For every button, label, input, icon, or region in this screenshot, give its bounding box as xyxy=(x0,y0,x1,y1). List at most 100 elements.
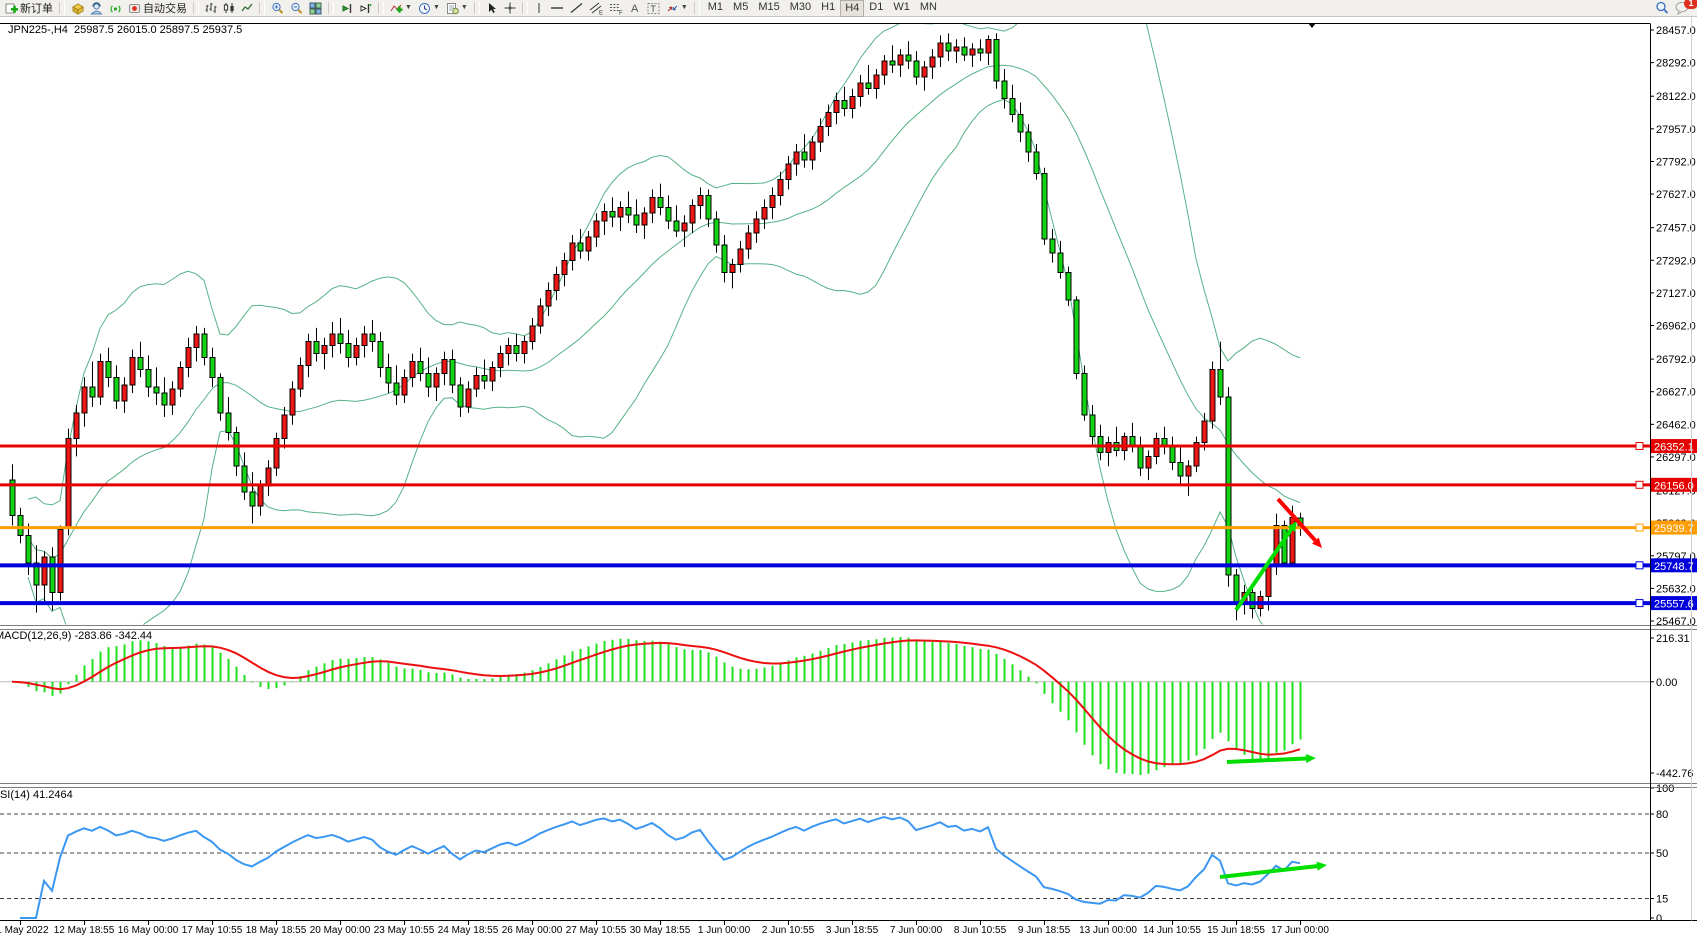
zoom-out-button[interactable] xyxy=(287,1,306,16)
svg-text:27957.0: 27957.0 xyxy=(1656,124,1696,136)
toolbar-separator xyxy=(193,2,199,14)
new-order-label: 新订单 xyxy=(20,3,53,15)
toolbar-separator xyxy=(378,2,384,14)
equidistant-channel-button[interactable]: E xyxy=(586,1,606,16)
time-axis-label: 13 Jun 00:00 xyxy=(1079,925,1137,936)
time-axis-tick xyxy=(404,921,405,925)
time-axis-tick xyxy=(1236,921,1237,925)
time-axis-label: 3 Jun 18:55 xyxy=(825,925,879,936)
time-axis-label: 16 May 00:00 xyxy=(117,925,179,936)
chart-shift-button[interactable] xyxy=(356,1,375,16)
new-order-button[interactable]: 新订单 xyxy=(2,1,56,16)
rsi-indicator-label: RSI(14) 41.2464 xyxy=(0,789,73,801)
time-axis-tick xyxy=(1108,921,1109,925)
periods-clock-icon xyxy=(418,2,431,15)
indicators-icon xyxy=(390,2,403,15)
svg-text:E: E xyxy=(599,10,603,15)
vertical-line-icon xyxy=(534,2,544,14)
tab-timeframe-M1[interactable]: M1 xyxy=(707,1,724,13)
zoom-in-icon xyxy=(271,2,284,15)
trendline-button[interactable] xyxy=(567,1,586,16)
chart-canvas[interactable]: 28457.0 28292.0 28122.0 27957.0 27792.0 27627… xyxy=(0,17,1697,921)
arrows-tool-icon xyxy=(666,2,679,14)
svg-text:216.31: 216.31 xyxy=(1656,633,1690,645)
toolbar-separator xyxy=(521,2,528,14)
timeframe-group: M1 M5 M15 M30 H1 H4 D1 W1 MN xyxy=(703,0,942,17)
time-axis-tick xyxy=(1172,921,1173,925)
svg-text:A: A xyxy=(631,3,639,14)
time-axis-tick xyxy=(84,921,85,925)
chat-button[interactable]: 1 xyxy=(1672,0,1697,16)
search-button[interactable] xyxy=(1652,1,1672,16)
time-axis-tick xyxy=(20,921,21,925)
tile-windows-button[interactable] xyxy=(306,1,325,16)
time-axis-tick xyxy=(596,921,597,925)
bar-chart-button[interactable] xyxy=(202,1,220,16)
search-icon xyxy=(1655,1,1669,15)
svg-text:25557.6: 25557.6 xyxy=(1654,599,1694,611)
time-axis-label: 30 May 18:55 xyxy=(629,925,691,936)
time-axis-tick xyxy=(148,921,149,925)
tab-timeframe-H4[interactable]: H4 xyxy=(840,0,865,17)
time-axis-tick xyxy=(916,921,917,925)
indicators-button[interactable]: ▼ xyxy=(387,1,415,16)
tab-timeframe-D1[interactable]: D1 xyxy=(869,1,884,13)
arrows-tool-button[interactable]: ▼ xyxy=(663,1,691,16)
crosshair-icon xyxy=(504,2,516,14)
svg-text:26792.0: 26792.0 xyxy=(1656,354,1696,366)
fibonacci-button[interactable]: F xyxy=(606,1,626,16)
cursor-button[interactable] xyxy=(483,1,501,16)
periods-button[interactable]: ▼ xyxy=(415,1,443,16)
market-box-button[interactable] xyxy=(68,1,87,16)
time-axis-label: 17 Jun 00:00 xyxy=(1271,925,1329,936)
candlestick-icon xyxy=(223,2,235,14)
time-axis-tick xyxy=(276,921,277,925)
toolbar-separator xyxy=(473,2,480,14)
template-button[interactable]: ▼ xyxy=(443,1,471,16)
text-label-button[interactable]: T xyxy=(644,1,663,16)
tab-timeframe-M5[interactable]: M5 xyxy=(733,1,749,13)
time-axis-label: 12 May 18:55 xyxy=(53,925,115,936)
time-axis-label: 17 May 10:55 xyxy=(181,925,243,936)
time-axis-tick xyxy=(724,921,725,925)
time-axis-label: 14 Jun 10:55 xyxy=(1143,925,1201,936)
svg-text:26156.0: 26156.0 xyxy=(1654,480,1694,492)
auto-scroll-button[interactable] xyxy=(337,1,356,16)
tile-windows-icon xyxy=(309,2,322,15)
candlestick-button[interactable] xyxy=(220,1,238,16)
contacts-icon xyxy=(90,1,103,15)
tab-timeframe-MN[interactable]: MN xyxy=(919,1,937,13)
chevron-down-icon: ▼ xyxy=(680,4,688,11)
svg-text:25939.7: 25939.7 xyxy=(1654,523,1694,535)
auto-trading-button[interactable]: 自动交易 xyxy=(125,1,190,16)
tab-timeframe-H1[interactable]: H1 xyxy=(821,1,836,13)
contacts-button[interactable] xyxy=(87,1,106,16)
svg-text:27457.0: 27457.0 xyxy=(1656,223,1696,235)
zoom-in-button[interactable] xyxy=(268,1,287,16)
time-axis-label: 8 Jun 10:55 xyxy=(953,925,1007,936)
horizontal-line-button[interactable] xyxy=(547,1,567,16)
time-axis-label: 24 May 18:55 xyxy=(437,925,499,936)
svg-text:100: 100 xyxy=(1656,783,1674,795)
signals-button[interactable] xyxy=(106,1,125,16)
svg-text:27127.0: 27127.0 xyxy=(1656,288,1696,300)
vertical-line-button[interactable] xyxy=(531,1,547,16)
time-axis-label: 9 Jun 18:55 xyxy=(1017,925,1071,936)
trendline-icon xyxy=(570,2,583,14)
tab-timeframe-M30[interactable]: M30 xyxy=(789,1,812,13)
svg-text:28122.0: 28122.0 xyxy=(1656,91,1696,103)
tab-timeframe-M15[interactable]: M15 xyxy=(758,1,780,13)
svg-text:27792.0: 27792.0 xyxy=(1656,156,1696,168)
chevron-down-icon: ▼ xyxy=(460,4,468,11)
template-icon xyxy=(446,2,459,15)
svg-text:0.00: 0.00 xyxy=(1656,677,1677,689)
chevron-down-icon: ▼ xyxy=(405,4,412,11)
svg-text:25748.7: 25748.7 xyxy=(1654,561,1694,573)
text-button[interactable]: A xyxy=(626,1,644,16)
chart-shift-icon xyxy=(359,2,372,15)
line-chart-button[interactable] xyxy=(238,1,256,16)
time-axis-tick xyxy=(1044,921,1045,925)
tab-timeframe-W1[interactable]: W1 xyxy=(893,1,910,13)
crosshair-button[interactable] xyxy=(501,1,519,16)
